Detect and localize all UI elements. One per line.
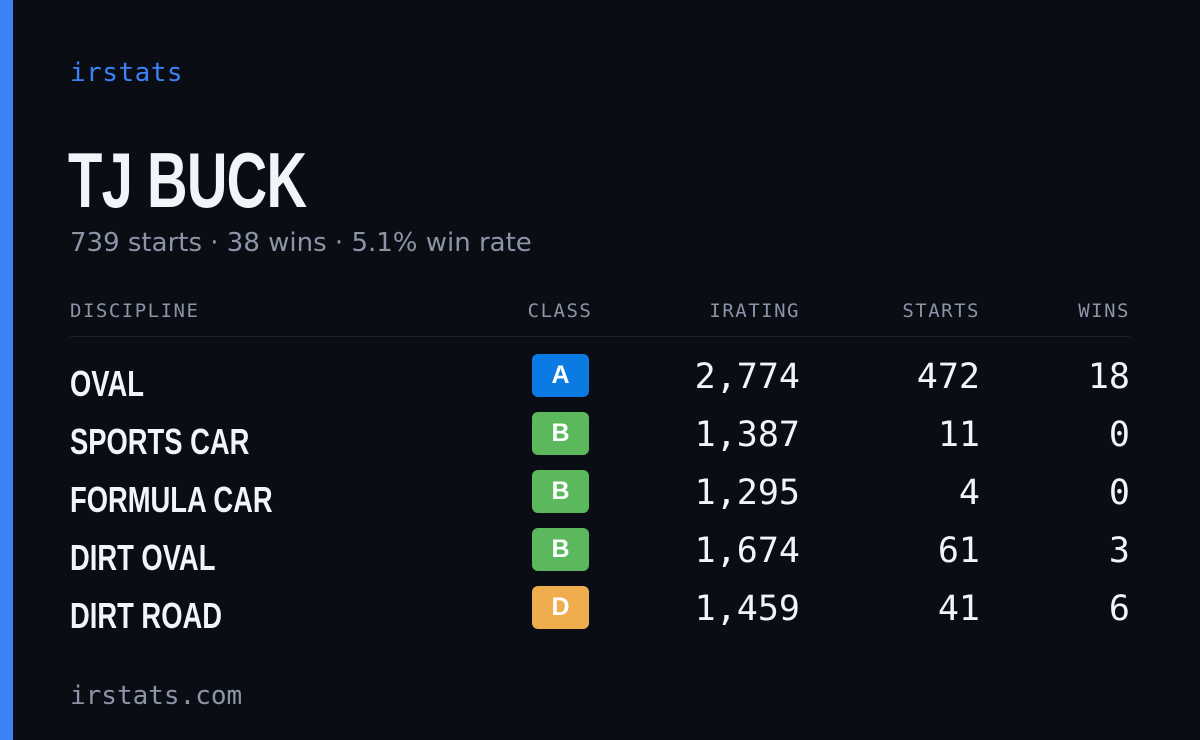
- table-row: FORMULA CAR B 1,295 4 0: [0, 470, 1200, 528]
- license-class-badge: B: [532, 412, 589, 455]
- starts-value: 61: [937, 531, 980, 571]
- starts-value: 4: [958, 473, 980, 513]
- license-class-badge: A: [532, 354, 589, 397]
- license-class-badge: B: [532, 470, 589, 513]
- discipline-label: DIRT OVAL: [70, 537, 216, 578]
- driver-name: TJ BUCK: [68, 136, 307, 224]
- irating-value: 1,674: [694, 531, 800, 571]
- discipline-label: OVAL: [70, 363, 144, 404]
- irating-value: 1,459: [694, 589, 800, 629]
- header-irating: IRATING: [709, 300, 800, 322]
- irating-value: 1,387: [694, 415, 800, 455]
- accent-bar: [0, 0, 13, 740]
- wins-value: 6: [1108, 589, 1130, 629]
- irating-value: 2,774: [694, 357, 800, 397]
- header-class: CLASS: [527, 300, 593, 322]
- brand-logo-text: irstats: [70, 58, 184, 88]
- discipline-label: SPORTS CAR: [70, 421, 250, 462]
- wins-value: 3: [1108, 531, 1130, 571]
- starts-value: 41: [937, 589, 980, 629]
- starts-value: 472: [916, 357, 980, 397]
- table-row: OVAL A 2,774 472 18: [0, 354, 1200, 412]
- header-wins: WINS: [1078, 300, 1130, 322]
- irating-value: 1,295: [694, 473, 800, 513]
- driver-summary: 739 starts · 38 wins · 5.1% win rate: [70, 228, 532, 258]
- wins-value: 0: [1108, 473, 1130, 513]
- table-row: DIRT OVAL B 1,674 61 3: [0, 528, 1200, 586]
- table-row: DIRT ROAD D 1,459 41 6: [0, 586, 1200, 644]
- wins-value: 18: [1087, 357, 1130, 397]
- wins-value: 0: [1108, 415, 1130, 455]
- license-class-badge: D: [532, 586, 589, 629]
- header-discipline: DISCIPLINE: [70, 300, 200, 322]
- license-class-badge: B: [532, 528, 589, 571]
- table-row: SPORTS CAR B 1,387 11 0: [0, 412, 1200, 470]
- header-starts: STARTS: [902, 300, 980, 322]
- footer-url: irstats.com: [70, 681, 243, 711]
- discipline-label: DIRT ROAD: [70, 595, 222, 636]
- header-divider: [70, 336, 1130, 337]
- discipline-label: FORMULA CAR: [70, 479, 273, 520]
- starts-value: 11: [937, 415, 980, 455]
